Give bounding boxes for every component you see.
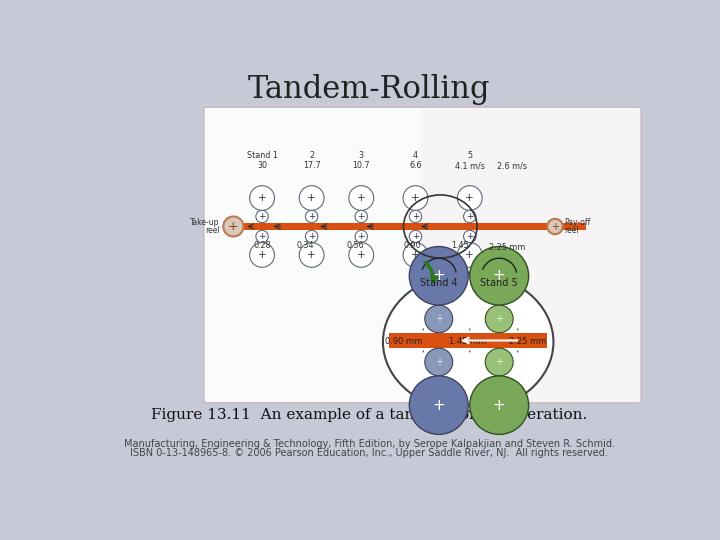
Text: +: + [411, 193, 420, 203]
FancyBboxPatch shape [204, 107, 641, 403]
Text: +: + [465, 193, 474, 203]
Text: +: + [308, 212, 315, 221]
Text: +: + [411, 250, 420, 260]
Text: Stand 4: Stand 4 [420, 279, 458, 288]
Circle shape [425, 305, 453, 333]
Text: +: + [435, 357, 443, 367]
Text: +: + [465, 250, 474, 260]
Text: 0.90 mm: 0.90 mm [385, 337, 423, 346]
Text: +: + [228, 220, 239, 233]
Text: +: + [307, 193, 316, 203]
Text: +: + [258, 212, 266, 221]
Circle shape [425, 348, 453, 376]
Circle shape [349, 242, 374, 267]
Text: 2.25 mm: 2.25 mm [509, 337, 546, 346]
Text: +: + [357, 193, 366, 203]
Circle shape [485, 305, 513, 333]
Text: 4: 4 [413, 151, 418, 160]
Text: 4.1 m/s: 4.1 m/s [455, 161, 485, 170]
Text: +: + [358, 232, 365, 241]
Text: +: + [433, 268, 445, 284]
Text: Manufacturing, Engineering & Technology, Fifth Edition, by Serope Kalpakjian and: Manufacturing, Engineering & Technology,… [124, 438, 614, 449]
Circle shape [409, 231, 422, 242]
Circle shape [464, 231, 476, 242]
Text: +: + [358, 212, 365, 221]
Text: +: + [495, 357, 503, 367]
Text: 2: 2 [309, 151, 314, 160]
Text: +: + [551, 221, 559, 232]
Circle shape [300, 186, 324, 210]
Text: +: + [258, 232, 266, 241]
Text: +: + [466, 232, 474, 241]
Text: 6.6: 6.6 [409, 161, 422, 170]
Circle shape [457, 186, 482, 210]
Text: 10.7: 10.7 [352, 161, 370, 170]
Circle shape [409, 210, 422, 222]
Circle shape [547, 219, 563, 234]
Ellipse shape [383, 273, 554, 411]
Text: +: + [258, 193, 266, 203]
Circle shape [409, 247, 468, 305]
Circle shape [250, 242, 274, 267]
Text: 3: 3 [359, 151, 364, 160]
Text: +: + [412, 232, 419, 241]
Circle shape [223, 217, 243, 237]
Bar [225, 222, 586, 231]
Circle shape [469, 376, 528, 434]
Text: +: + [435, 314, 443, 324]
Text: Pay-off: Pay-off [564, 218, 590, 227]
FancyBboxPatch shape [421, 108, 640, 402]
Text: 1.45: 1.45 [451, 241, 469, 250]
Circle shape [256, 210, 269, 222]
Text: Take-up: Take-up [190, 218, 220, 227]
Text: +: + [433, 397, 445, 413]
Text: +: + [492, 397, 505, 413]
Text: +: + [258, 250, 266, 260]
Text: +: + [466, 212, 474, 221]
Text: +: + [308, 232, 315, 241]
Circle shape [464, 210, 476, 222]
Text: +: + [357, 250, 366, 260]
Text: +: + [307, 250, 316, 260]
Text: Stand 5: Stand 5 [480, 279, 518, 288]
Circle shape [349, 186, 374, 210]
Text: 1.45 mm: 1.45 mm [449, 337, 486, 346]
Circle shape [300, 242, 324, 267]
Circle shape [256, 231, 269, 242]
Text: 0.56: 0.56 [346, 241, 364, 250]
Circle shape [305, 210, 318, 222]
Bar [389, 333, 547, 348]
Text: 2.6 m/s: 2.6 m/s [498, 161, 527, 170]
Circle shape [409, 376, 468, 434]
Circle shape [469, 247, 528, 305]
Circle shape [305, 231, 318, 242]
Circle shape [403, 186, 428, 210]
Circle shape [355, 231, 367, 242]
Text: Tandem-Rolling: Tandem-Rolling [248, 74, 490, 105]
Text: 0.34: 0.34 [297, 241, 314, 250]
Circle shape [403, 242, 428, 267]
Text: 5: 5 [467, 151, 472, 160]
Text: 0.28: 0.28 [253, 241, 271, 250]
Text: 30: 30 [257, 161, 267, 170]
Text: Stand 1: Stand 1 [247, 151, 277, 160]
Text: +: + [412, 212, 419, 221]
Text: Figure 13.11  An example of a tandem-rolling operation.: Figure 13.11 An example of a tandem-roll… [151, 408, 587, 422]
Text: reel: reel [564, 226, 579, 235]
Circle shape [355, 210, 367, 222]
Text: +: + [495, 314, 503, 324]
Circle shape [485, 348, 513, 376]
Text: 0.90: 0.90 [404, 241, 421, 250]
Text: 17.7: 17.7 [303, 161, 320, 170]
Circle shape [250, 186, 274, 210]
Text: +: + [492, 268, 505, 284]
Circle shape [457, 242, 482, 267]
Text: reel: reel [204, 226, 220, 235]
Text: 2.25 mm: 2.25 mm [489, 243, 525, 252]
Text: ISBN 0-13-148965-8. © 2006 Pearson Education, Inc., Upper Saddle River, NJ.  All: ISBN 0-13-148965-8. © 2006 Pearson Educa… [130, 448, 608, 458]
